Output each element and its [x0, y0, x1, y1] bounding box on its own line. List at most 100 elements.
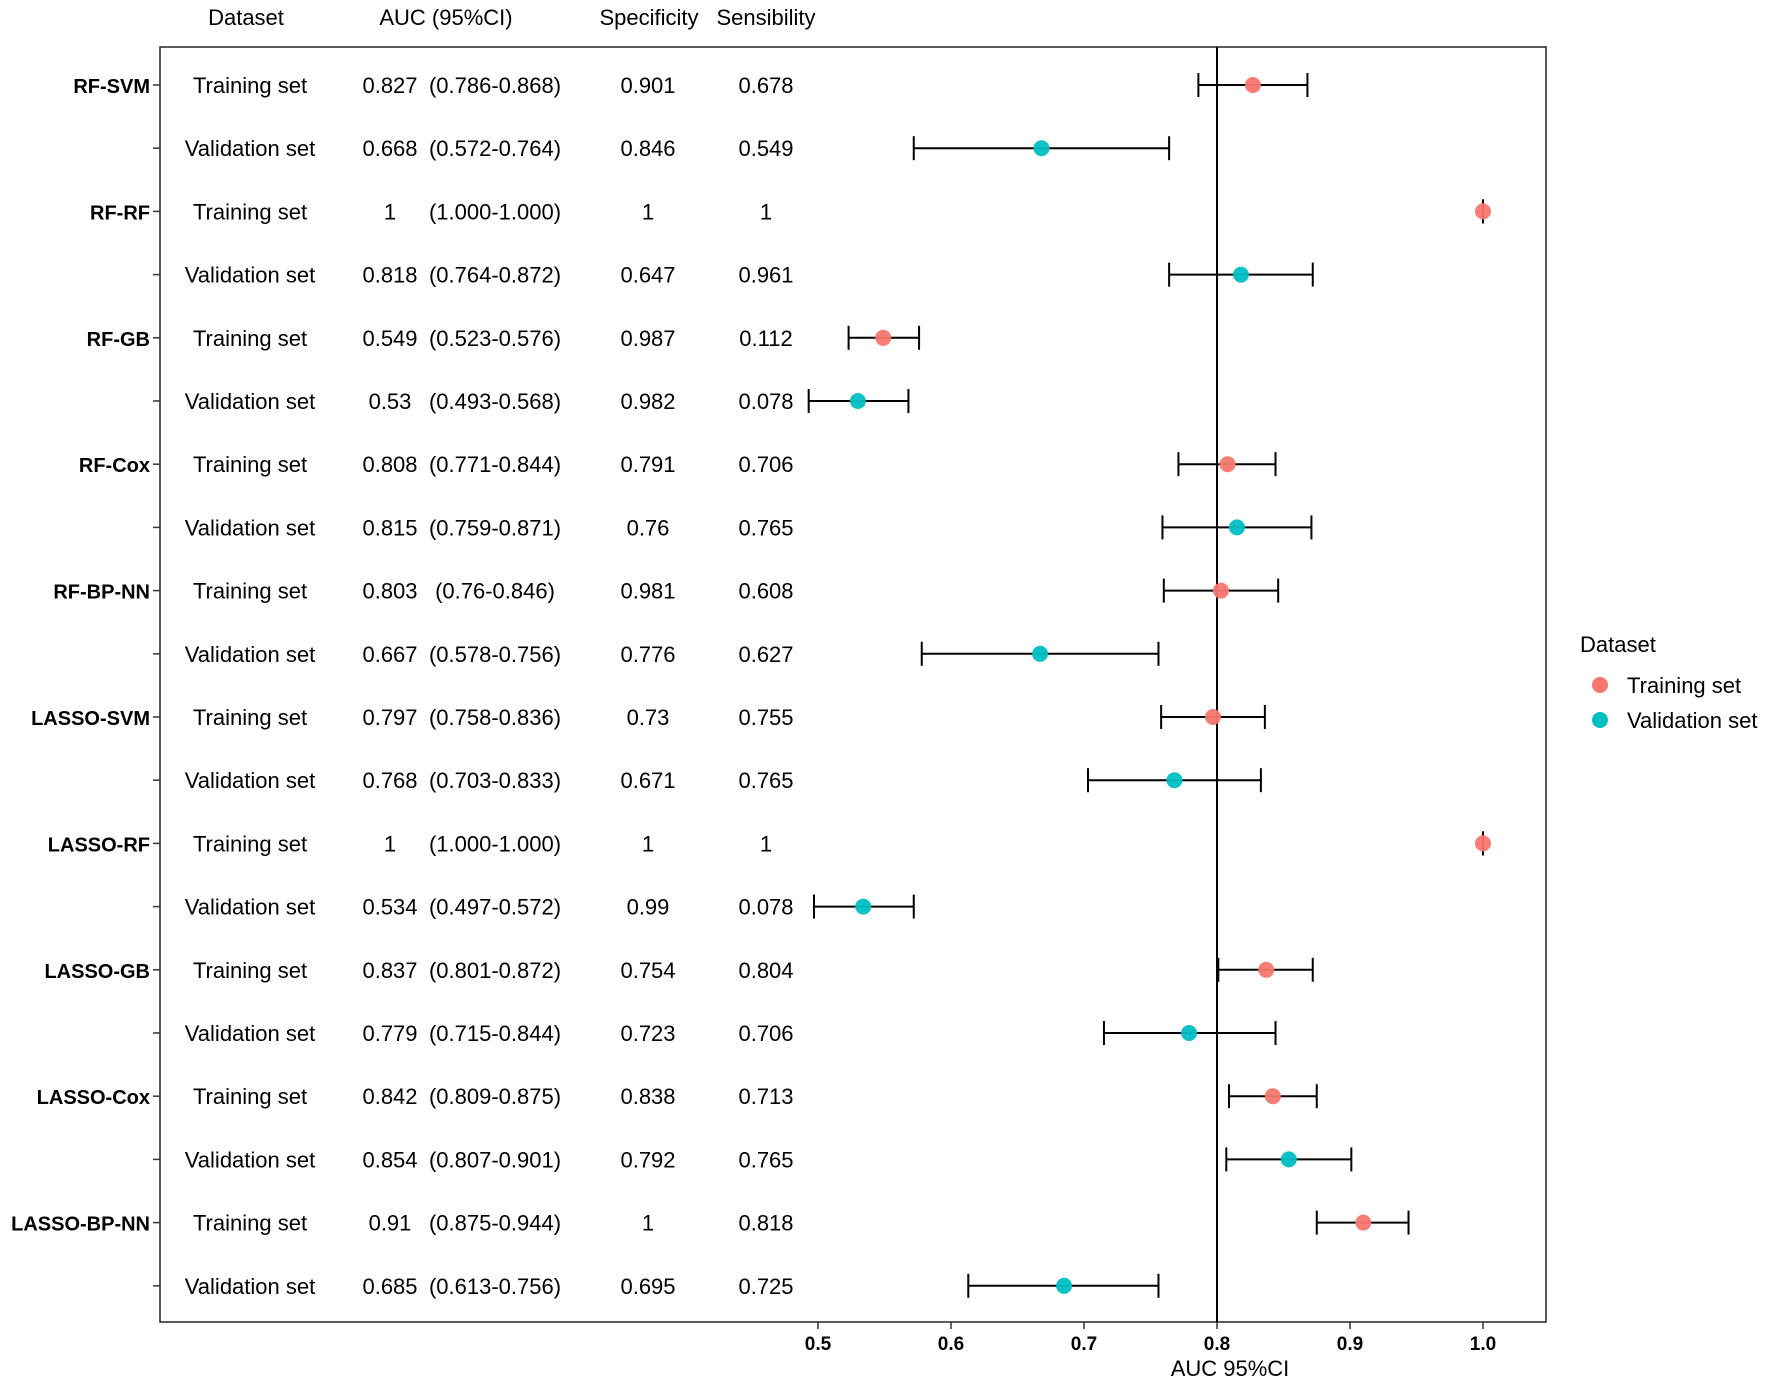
dataset-label: Validation set	[185, 1021, 315, 1046]
specificity-value: 1	[642, 831, 654, 856]
model-label: LASSO-SVM	[31, 708, 150, 730]
auc-point	[1355, 1214, 1372, 1231]
specificity-value: 0.695	[620, 1274, 675, 1299]
x-tick-label: 0.7	[1071, 1334, 1097, 1355]
auc-ci: (0.764-0.872)	[429, 263, 561, 288]
header-sensibility: Sensibility	[716, 5, 815, 30]
sensibility-value: 0.804	[738, 958, 793, 983]
dataset-label: Validation set	[185, 642, 315, 667]
auc-value: 0.534	[362, 895, 417, 920]
legend-label-validation: Validation set	[1627, 708, 1757, 733]
specificity-value: 0.982	[620, 389, 675, 414]
dataset-label: Validation set	[185, 1274, 315, 1299]
forest-row: Validation set 0.854 (0.807-0.901) 0.792 0.7…	[153, 1147, 1353, 1172]
auc-ci: (0.76-0.846)	[435, 579, 555, 604]
auc-ci: (0.578-0.756)	[429, 642, 561, 667]
auc-ci: (0.715-0.844)	[429, 1021, 561, 1046]
forest-row: Validation set 0.818 (0.764-0.872) 0.647 0.9…	[153, 262, 1314, 288]
sensibility-value: 0.713	[738, 1084, 793, 1109]
forest-row: Validation set 0.768 (0.703-0.833) 0.671 0.7…	[153, 768, 1262, 793]
forest-row: Validation set 0.667 (0.578-0.756) 0.776 0.6…	[153, 641, 1160, 667]
auc-point	[1181, 1025, 1198, 1041]
specificity-value: 0.987	[620, 326, 675, 351]
forest-row: RF-RF Training set 1 (1.000-1.000) 1 1	[90, 199, 1491, 224]
auc-value: 0.842	[362, 1084, 417, 1109]
dataset-label: Validation set	[185, 389, 315, 414]
auc-value: 0.667	[362, 642, 417, 667]
auc-value: 0.91	[369, 1211, 412, 1236]
forest-row: RF-GB Training set 0.549 (0.523-0.576) 0.987…	[87, 325, 921, 351]
sensibility-value: 0.765	[738, 1147, 793, 1172]
auc-ci: (0.875-0.944)	[429, 1211, 561, 1236]
legend: Dataset Training set Validation set	[1580, 632, 1757, 733]
dataset-label: Validation set	[185, 136, 315, 161]
auc-point	[1232, 266, 1249, 283]
auc-point	[1244, 77, 1261, 93]
forest-row: Validation set 0.815 (0.759-0.871) 0.76 0.76…	[153, 515, 1313, 540]
auc-point	[1280, 1151, 1297, 1168]
auc-ci: (0.801-0.872)	[429, 958, 561, 983]
auc-ci: (0.758-0.836)	[429, 705, 561, 730]
model-label: LASSO-BP-NN	[11, 1214, 150, 1236]
x-axis-title: AUC 95%CI	[1171, 1356, 1290, 1381]
auc-value: 0.803	[362, 579, 417, 604]
sensibility-value: 1	[760, 199, 772, 224]
x-tick-label: 0.6	[938, 1334, 964, 1355]
specificity-value: 0.99	[627, 895, 670, 920]
sensibility-value: 0.765	[738, 515, 793, 540]
header-auc: AUC (95%CI)	[379, 5, 512, 30]
forest-row: Validation set 0.668 (0.572-0.764) 0.846 0.5…	[153, 136, 1171, 161]
auc-value: 0.854	[362, 1147, 417, 1172]
model-label: LASSO-RF	[48, 834, 150, 856]
dataset-label: Training set	[193, 452, 307, 477]
dataset-label: Training set	[193, 831, 307, 856]
specificity-value: 0.776	[620, 642, 675, 667]
auc-value: 0.837	[362, 958, 417, 983]
auc-value: 0.808	[362, 452, 417, 477]
auc-value: 1	[384, 831, 396, 856]
model-label: RF-Cox	[79, 455, 150, 477]
auc-ci: (0.759-0.871)	[429, 515, 561, 540]
dataset-label: Training set	[193, 73, 307, 98]
specificity-value: 0.647	[620, 263, 675, 288]
sensibility-value: 0.678	[738, 73, 793, 98]
auc-value: 0.768	[362, 768, 417, 793]
sensibility-value: 0.549	[738, 136, 793, 161]
auc-value: 0.53	[369, 389, 412, 414]
dataset-label: Validation set	[185, 1147, 315, 1172]
model-label: RF-GB	[87, 329, 150, 351]
forest-row: LASSO-BP-NN Training set 0.91 (0.875-0.944)…	[11, 1210, 1410, 1236]
auc-point	[1258, 961, 1275, 978]
dataset-label: Training set	[193, 1084, 307, 1109]
auc-ci: (0.786-0.868)	[429, 73, 561, 98]
model-label: RF-BP-NN	[53, 582, 150, 604]
header-dataset: Dataset	[208, 5, 284, 30]
auc-ci: (0.613-0.756)	[429, 1274, 561, 1299]
auc-ci: (1.000-1.000)	[429, 199, 561, 224]
dataset-label: Training set	[193, 958, 307, 983]
plot-panel	[159, 46, 1547, 1323]
auc-value: 1	[384, 199, 396, 224]
auc-value: 0.827	[362, 73, 417, 98]
auc-point	[1228, 519, 1245, 536]
specificity-value: 0.671	[620, 768, 675, 793]
auc-point	[855, 898, 872, 915]
auc-value: 0.779	[362, 1021, 417, 1046]
auc-value: 0.818	[362, 263, 417, 288]
auc-ci: (0.703-0.833)	[429, 768, 561, 793]
specificity-value: 0.754	[620, 958, 675, 983]
sensibility-value: 1	[760, 831, 772, 856]
legend-title: Dataset	[1580, 632, 1656, 657]
auc-point	[875, 329, 892, 346]
specificity-value: 0.723	[620, 1021, 675, 1046]
auc-ci: (0.572-0.764)	[429, 136, 561, 161]
forest-row: LASSO-Cox Training set 0.842 (0.809-0.875) 0…	[37, 1084, 1318, 1109]
forest-row: RF-Cox Training set 0.808 (0.771-0.844) 0.79…	[79, 452, 1277, 477]
dataset-label: Training set	[193, 199, 307, 224]
legend-label-training: Training set	[1627, 673, 1741, 698]
auc-point	[1056, 1277, 1073, 1294]
auc-point	[1264, 1088, 1281, 1105]
auc-value: 0.815	[362, 515, 417, 540]
auc-ci: (0.497-0.572)	[429, 895, 561, 920]
auc-point	[849, 393, 866, 409]
